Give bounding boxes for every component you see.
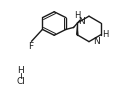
Text: H: H xyxy=(102,30,108,39)
Text: H: H xyxy=(17,66,24,75)
Text: H: H xyxy=(74,11,80,20)
Polygon shape xyxy=(76,23,78,35)
Text: N: N xyxy=(94,37,100,46)
Text: Cl: Cl xyxy=(16,77,25,86)
Text: N: N xyxy=(78,17,85,26)
Text: F: F xyxy=(28,42,33,51)
